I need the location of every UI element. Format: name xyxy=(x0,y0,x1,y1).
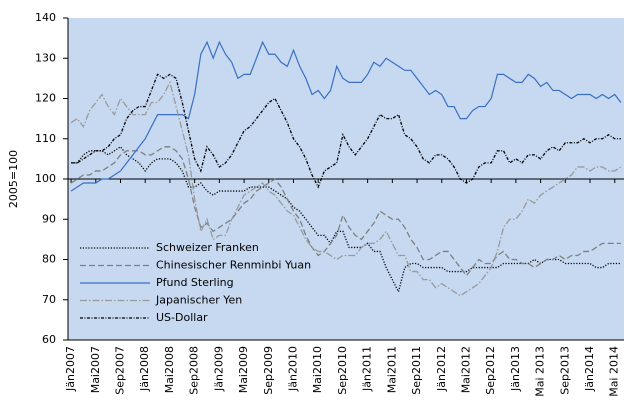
y-tick-label: 120 xyxy=(35,92,56,105)
series-line xyxy=(70,40,622,192)
x-tick-label: Mai 2013 xyxy=(534,346,547,397)
y-tick-label: 140 xyxy=(35,11,56,24)
y-tick-label: 100 xyxy=(35,172,56,185)
x-tick-label: Sep2010 xyxy=(336,346,349,395)
x-tick-label: Mai2008 xyxy=(163,346,176,393)
x-tick-label: Mai2012 xyxy=(459,346,472,393)
y-tick-label: 130 xyxy=(35,51,56,64)
series-line xyxy=(70,80,622,297)
x-tick-label: Jän2011 xyxy=(361,346,374,392)
series-line xyxy=(71,145,621,294)
x-tick-label: Jän2007 xyxy=(64,346,77,392)
x-tick-label: Sep2007 xyxy=(114,346,127,395)
y-tick-label: 70 xyxy=(42,293,56,306)
x-tick-label: Sep2013 xyxy=(558,346,571,395)
x-tick-label: Sep2011 xyxy=(410,346,423,395)
y-axis-label: 2005=100 xyxy=(7,150,20,208)
x-tick-label: Jän2008 xyxy=(138,346,151,392)
x-tick-label: Sep2009 xyxy=(262,346,275,395)
y-tick-label: 80 xyxy=(42,253,56,266)
legend-label: Japanischer Yen xyxy=(155,294,242,307)
y-tick-label: 110 xyxy=(35,132,56,145)
y-tick-label: 90 xyxy=(42,212,56,225)
x-tick-label: Mai2010 xyxy=(311,346,324,393)
legend-label: Pfund Sterling xyxy=(156,276,234,289)
x-tick-label: Mai2011 xyxy=(385,346,398,393)
legend-label: US-Dollar xyxy=(156,311,208,324)
y-tick-label: 60 xyxy=(42,333,56,346)
series-line xyxy=(71,73,621,189)
x-tick-label: Jän2014 xyxy=(583,346,596,392)
x-tick-label: Jän2013 xyxy=(509,346,522,392)
x-tick-label: Mai2007 xyxy=(89,346,102,393)
legend-label: Chinesischer Renminbi Yuan xyxy=(156,259,311,272)
series-line xyxy=(70,146,621,277)
x-tick-label: Jän2009 xyxy=(212,346,225,392)
x-tick-label: Mai 2014 xyxy=(608,346,621,397)
x-tick-label: Sep2012 xyxy=(484,346,497,395)
x-tick-label: Sep2008 xyxy=(188,346,201,395)
x-tick-label: Mai2009 xyxy=(237,346,250,393)
x-tick-label: Jän2012 xyxy=(435,346,448,392)
legend-label: Schweizer Franken xyxy=(156,241,259,254)
x-tick-label: Jän2010 xyxy=(286,346,299,392)
